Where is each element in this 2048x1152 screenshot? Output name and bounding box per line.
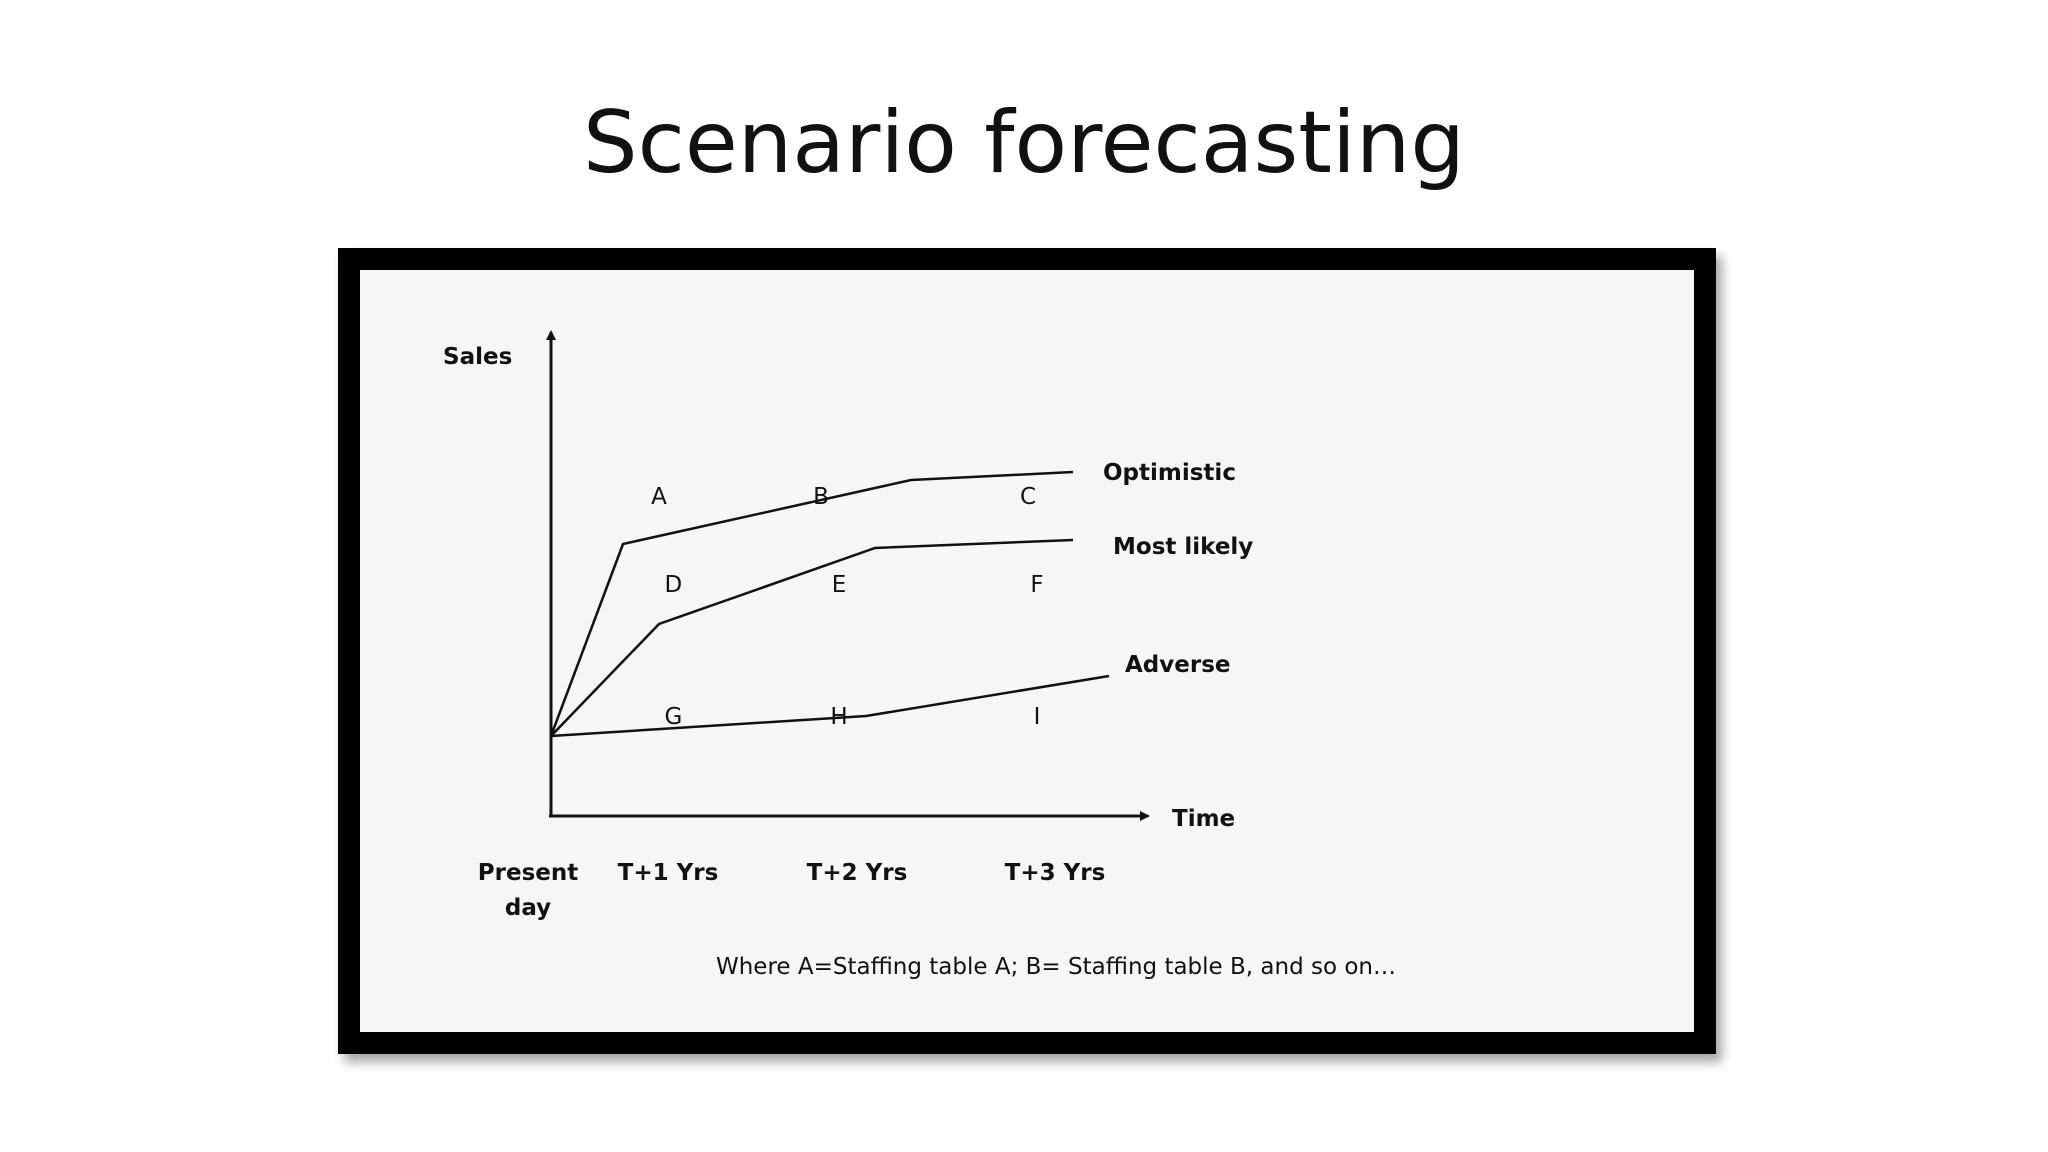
annotation-label: H bbox=[830, 704, 847, 730]
annotation-label: B bbox=[813, 484, 829, 510]
annotation-label: A bbox=[651, 484, 667, 510]
series-name-label: Adverse bbox=[1125, 652, 1231, 678]
annotation-label: C bbox=[1020, 484, 1036, 510]
series-name-label: Optimistic bbox=[1103, 460, 1236, 486]
x-tick-label: Present day bbox=[478, 860, 578, 921]
series-name-label: Most likely bbox=[1113, 534, 1253, 560]
series-line bbox=[549, 470, 1074, 737]
series-optimistic: Optimistic A B C bbox=[549, 460, 1236, 737]
x-tick-labels: Present day T+1 Yrs T+2 Yrs T+3 Yrs bbox=[478, 860, 1106, 921]
series-line bbox=[550, 538, 1074, 737]
annotation-label: D bbox=[665, 572, 683, 598]
y-axis-label: Sales bbox=[443, 344, 512, 370]
x-tick-label: T+3 Yrs bbox=[1005, 860, 1106, 886]
series-layer: Optimistic A B C Most likely D E F Adverse G H I bbox=[549, 460, 1253, 738]
scenario-chart: Sales Time Where A=Staffing table A; B= … bbox=[443, 330, 1396, 980]
x-axis-label: Time bbox=[1172, 806, 1235, 832]
series-adverse: Adverse G H I bbox=[550, 652, 1231, 738]
chart-frame: Sales Time Where A=Staffing table A; B= … bbox=[338, 248, 1716, 1054]
footnote: Where A=Staffing table A; B= Staffing ta… bbox=[716, 954, 1396, 980]
slide-title: Scenario forecasting bbox=[583, 93, 1465, 193]
series-line bbox=[550, 674, 1110, 738]
series-most-likely: Most likely D E F bbox=[550, 534, 1253, 737]
annotation-label: F bbox=[1030, 572, 1043, 598]
x-tick-label: T+2 Yrs bbox=[807, 860, 908, 886]
annotation-label: E bbox=[832, 572, 847, 598]
annotation-label: G bbox=[664, 704, 682, 730]
x-tick-label: T+1 Yrs bbox=[618, 860, 719, 886]
annotation-label: I bbox=[1034, 704, 1041, 730]
chart-panel: Sales Time Where A=Staffing table A; B= … bbox=[360, 270, 1694, 1032]
